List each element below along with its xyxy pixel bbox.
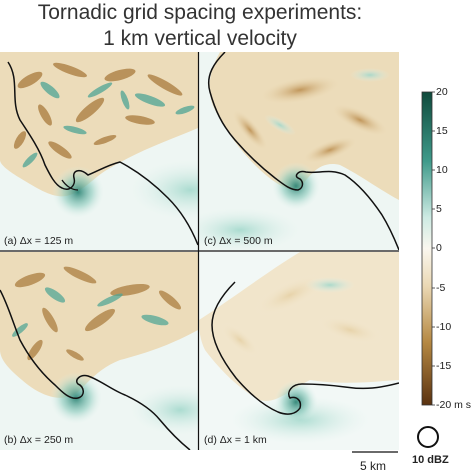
panel-a: (a) Δx = 125 m — [0, 52, 198, 250]
panel-b: (b) Δx = 250 m — [0, 252, 198, 450]
panel-d: (d) Δx = 1 km — [199, 252, 399, 450]
colorbar-tick-label: 15 — [436, 125, 448, 137]
colorbar-tick-label: -5 — [436, 282, 446, 294]
colorbar-tick-label: 0 — [436, 242, 442, 254]
panel-c-label: (c) Δx = 500 m — [204, 235, 273, 247]
colorbar-tick-label: 5 — [436, 203, 442, 215]
colorbar-tick-label: -15 — [436, 360, 452, 372]
panel-c: (c) Δx = 500 m — [199, 52, 399, 250]
panel-b-label: (b) Δx = 250 m — [4, 434, 73, 446]
colorbar-tick-label: 10 — [436, 164, 448, 176]
panel-a-label: (a) Δx = 125 m — [4, 235, 73, 247]
colorbar-tick-label: -20 m s — [436, 399, 472, 411]
colorbar-tick-label: -10 — [436, 321, 452, 333]
panel-d-label: (d) Δx = 1 km — [204, 434, 267, 446]
scale-bar-label: 5 km — [360, 459, 387, 473]
figure-title-line1: Tornadic grid spacing experiments: — [37, 1, 363, 24]
reflectivity-legend-label: 10 dBZ — [412, 454, 449, 466]
colorbar-tick-marks — [432, 91, 435, 406]
colorbar — [421, 91, 433, 406]
figure-title-line2: 1 km vertical velocity — [103, 27, 297, 50]
colorbar-tick-label: 20 — [436, 86, 448, 98]
reflectivity-contour-icon — [417, 426, 439, 448]
